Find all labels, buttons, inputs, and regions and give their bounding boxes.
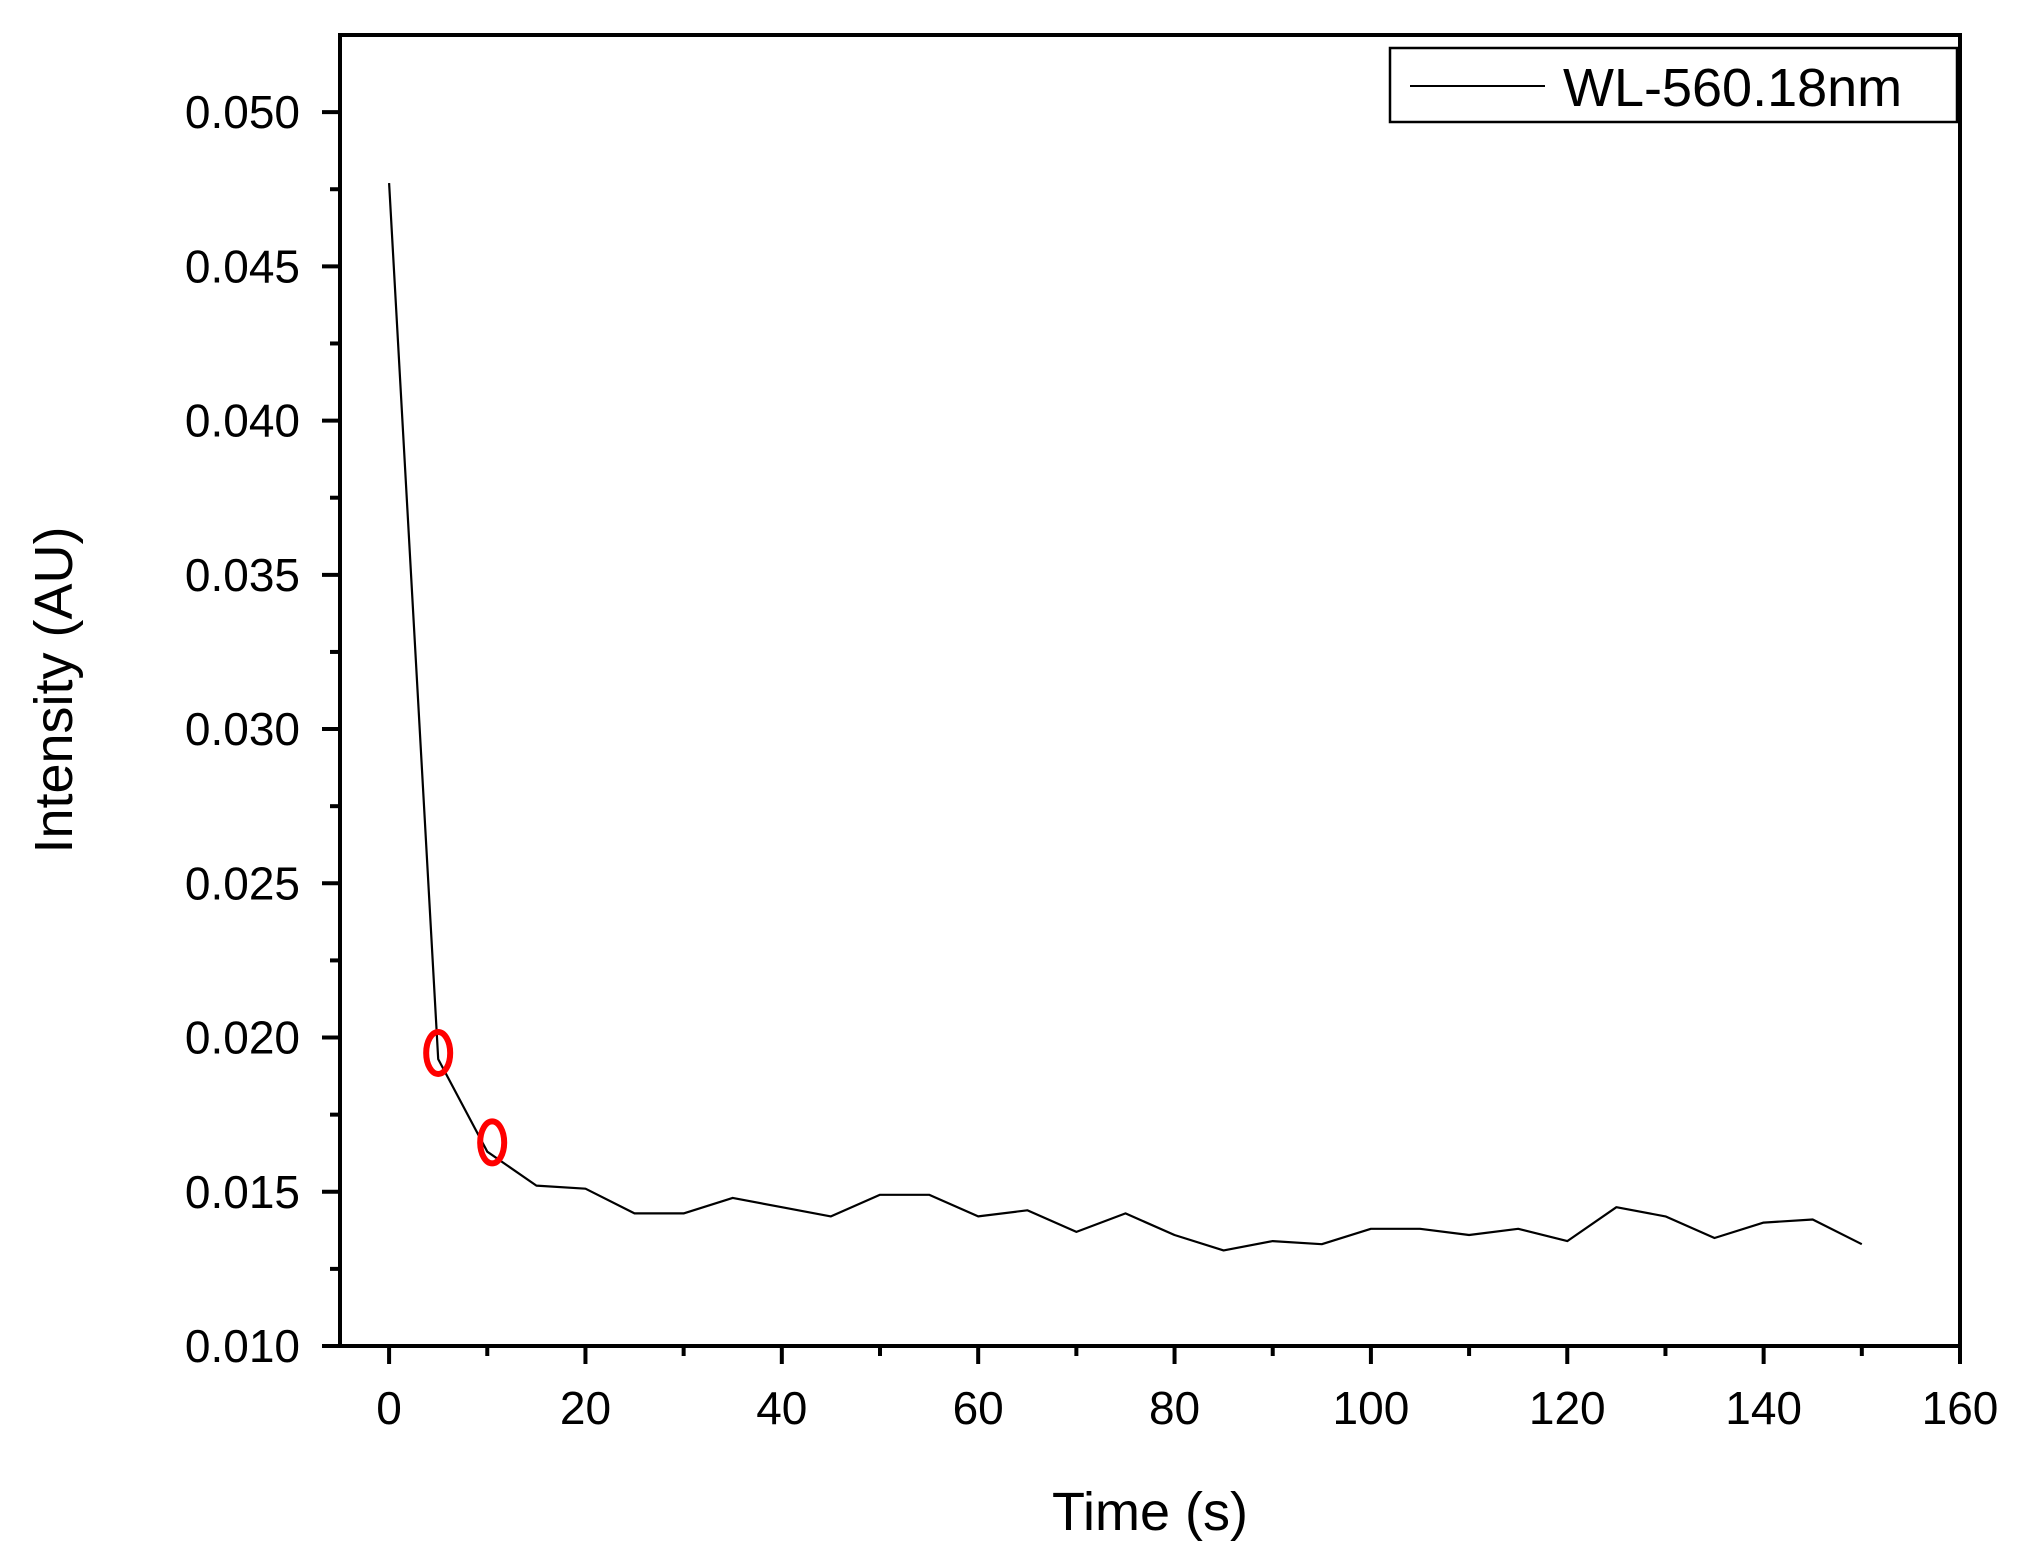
x-tick-label: 160 xyxy=(1922,1382,1999,1434)
legend-label: WL-560.18nm xyxy=(1563,58,1902,118)
y-tick-label: 0.045 xyxy=(185,240,300,292)
y-axis: 0.010 0.015 0.020 0.025 0.030 0.035 0.040 0.045… xyxy=(185,86,340,1372)
x-tick-label: 40 xyxy=(756,1382,807,1434)
annotation-ellipse xyxy=(477,1118,508,1167)
x-tick-label: 60 xyxy=(953,1382,1004,1434)
x-tick-label: 120 xyxy=(1529,1382,1606,1434)
y-tick-label: 0.010 xyxy=(185,1320,300,1372)
y-tick-label: 0.050 xyxy=(185,86,300,138)
y-tick-label: 0.020 xyxy=(185,1012,300,1064)
x-axis-title: Time (s) xyxy=(1052,1482,1248,1542)
x-tick-label: 140 xyxy=(1725,1382,1802,1434)
y-tick-label: 0.025 xyxy=(185,857,300,909)
x-axis: 0 20 40 60 80 100 120 140 160 xyxy=(376,1346,1998,1434)
plot-marks xyxy=(388,183,1863,1252)
y-tick-label: 0.035 xyxy=(185,549,300,601)
series-line xyxy=(388,183,1863,1252)
y-tick-label: 0.030 xyxy=(185,703,300,755)
x-tick-label: 0 xyxy=(376,1382,402,1434)
annotation-ellipse xyxy=(423,1028,454,1077)
x-tick-label: 20 xyxy=(560,1382,611,1434)
x-tick-label: 80 xyxy=(1149,1382,1200,1434)
y-tick-label: 0.040 xyxy=(185,395,300,447)
y-tick-label: 0.015 xyxy=(185,1166,300,1218)
x-tick-label: 100 xyxy=(1333,1382,1410,1434)
y-axis-title: Intensity (AU) xyxy=(24,526,84,853)
plot-frame xyxy=(338,33,1962,1348)
legend: WL-560.18nm xyxy=(1388,46,1959,124)
